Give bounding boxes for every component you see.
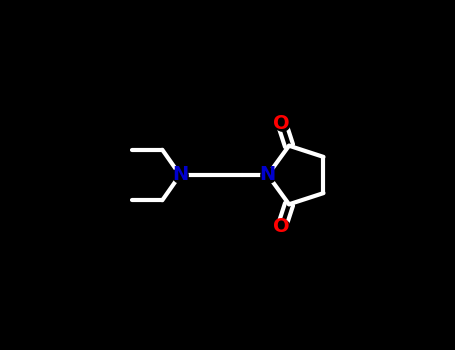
- Text: N: N: [260, 166, 276, 184]
- Text: N: N: [172, 166, 188, 184]
- Text: O: O: [273, 217, 290, 237]
- Text: O: O: [273, 113, 290, 133]
